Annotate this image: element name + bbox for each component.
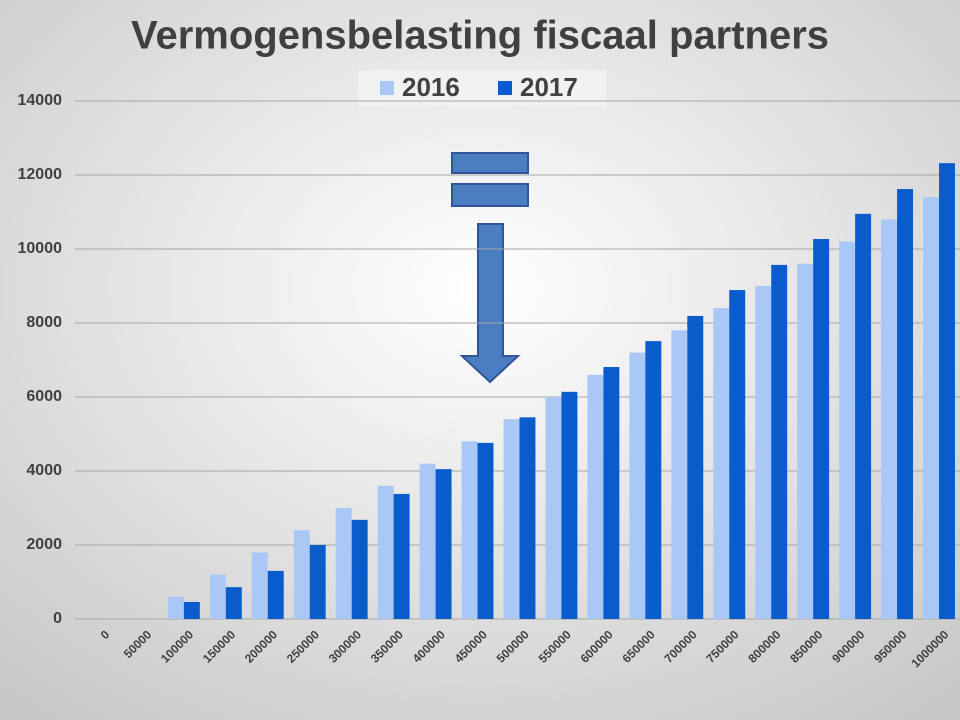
bar <box>209 574 226 619</box>
y-tick-label: 10000 <box>18 240 63 257</box>
y-tick-label: 2000 <box>26 536 62 553</box>
y-tick-label: 6000 <box>26 388 62 405</box>
chart-title: Vermogensbelasting fiscaal partners <box>131 14 829 58</box>
bar <box>477 442 494 619</box>
legend-swatch <box>380 81 394 95</box>
bar <box>629 352 646 619</box>
y-tick-label: 8000 <box>26 314 62 331</box>
bar <box>461 441 478 619</box>
equals-bar <box>451 183 529 207</box>
bar <box>503 419 520 619</box>
bar <box>225 587 242 619</box>
bar <box>771 264 788 619</box>
bar <box>923 197 940 619</box>
bar <box>377 485 394 619</box>
bar <box>897 189 914 619</box>
bar <box>267 570 284 619</box>
bar <box>335 508 352 619</box>
bar <box>251 552 268 619</box>
arrow <box>459 223 521 384</box>
bar <box>729 290 746 619</box>
bar <box>293 530 310 619</box>
bar <box>645 341 662 619</box>
bar <box>939 163 955 619</box>
bar <box>797 263 814 619</box>
bar <box>603 367 620 619</box>
bar <box>587 374 604 619</box>
bar <box>167 596 184 619</box>
bar <box>813 239 830 619</box>
equals-sign <box>451 152 529 207</box>
bar <box>519 417 536 619</box>
legend-box <box>358 70 606 106</box>
y-tick-label: 12000 <box>18 166 63 183</box>
y-tick-label: 4000 <box>26 462 62 479</box>
legend-label: 2017 <box>520 72 578 102</box>
legend-swatch <box>498 81 512 95</box>
bar <box>393 493 410 619</box>
bar <box>435 469 452 619</box>
bar <box>713 308 730 619</box>
bar <box>561 391 578 619</box>
bar <box>881 219 898 619</box>
bar <box>351 519 368 619</box>
y-tick-label: 14000 <box>18 92 63 109</box>
bar <box>755 286 772 619</box>
bar <box>419 463 436 619</box>
bar <box>309 545 326 619</box>
bar <box>671 330 688 619</box>
bar <box>855 213 872 619</box>
legend-label: 2016 <box>402 72 460 102</box>
bar <box>839 241 856 619</box>
bar <box>183 601 200 619</box>
y-tick-label: 0 <box>53 610 62 627</box>
bar <box>545 397 562 619</box>
equals-bar <box>451 152 529 174</box>
bar <box>687 315 704 619</box>
